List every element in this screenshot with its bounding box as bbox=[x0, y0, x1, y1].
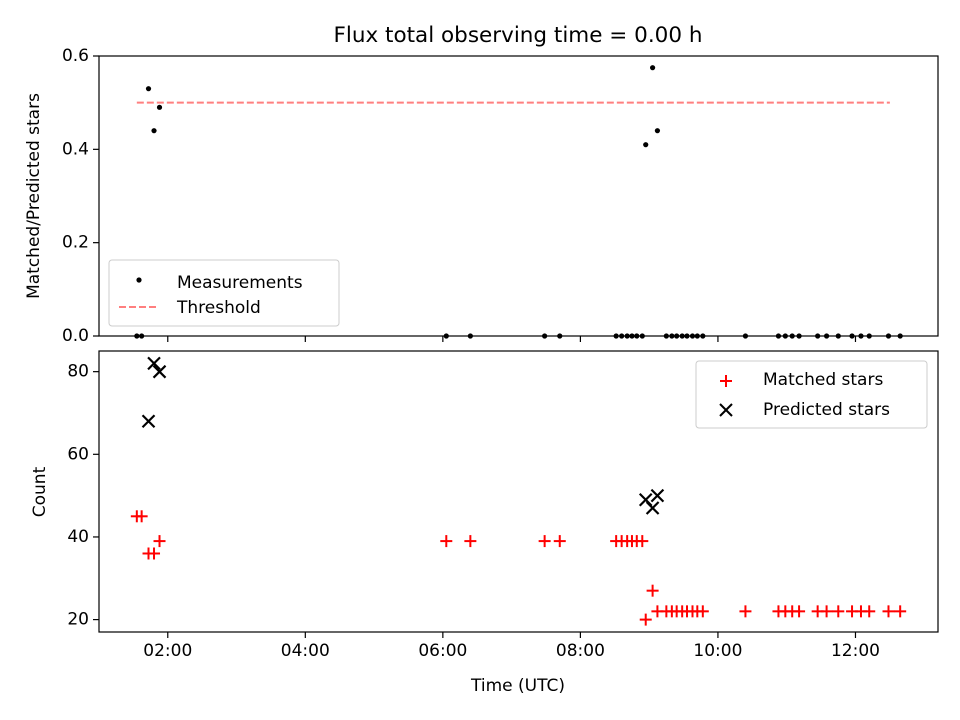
matched-star-point bbox=[636, 535, 649, 548]
top-y-tick-label: 0.4 bbox=[62, 139, 89, 159]
predicted-star-d2 bbox=[638, 492, 653, 507]
predicted-star-point bbox=[141, 414, 156, 429]
predicted-star-d2 bbox=[141, 414, 156, 429]
matched-star-point bbox=[153, 535, 166, 548]
matched-star-point bbox=[639, 613, 652, 626]
matched-star-point bbox=[646, 584, 659, 597]
legend-matched-marker bbox=[720, 375, 732, 387]
bottom-y-tick-label: 80 bbox=[67, 362, 89, 382]
predicted-star-point bbox=[650, 488, 665, 503]
matched-star-point bbox=[553, 535, 566, 548]
top-y-tick-label: 0.0 bbox=[62, 326, 89, 346]
bottom-x-tick-label: 12:00 bbox=[831, 641, 880, 661]
top-y-tick-label: 0.2 bbox=[62, 233, 89, 253]
measurement-point bbox=[643, 142, 649, 148]
legend-predicted-marker bbox=[719, 403, 733, 417]
top-legend: Measurements Threshold bbox=[108, 259, 340, 327]
bottom-legend-box bbox=[695, 360, 928, 429]
top-legend-box bbox=[108, 259, 340, 327]
legend-measurements-label: Measurements bbox=[177, 273, 303, 293]
predicted-star-d2 bbox=[645, 501, 660, 515]
legend-matched-label: Matched stars bbox=[763, 370, 883, 390]
predicted-star-point bbox=[152, 364, 167, 379]
predicted-star-d2 bbox=[650, 488, 665, 503]
matched-star-point bbox=[464, 535, 477, 548]
bottom-x-tick-label: 08:00 bbox=[556, 641, 605, 661]
top-x-axis bbox=[167, 336, 857, 342]
top-y-tick-label: 0.6 bbox=[62, 46, 89, 66]
matched-star-point bbox=[440, 535, 453, 548]
matched-star-point bbox=[882, 605, 895, 618]
legend-threshold-label: Threshold bbox=[176, 298, 261, 318]
matched-star-point bbox=[820, 605, 833, 618]
bottom-x-tick-label: 10:00 bbox=[693, 641, 742, 661]
bottom-x-tick-label: 06:00 bbox=[418, 641, 467, 661]
bottom-xlabel: Time (UTC) bbox=[470, 676, 565, 696]
matched-star-point bbox=[832, 605, 845, 618]
bottom-y-tick-label: 20 bbox=[67, 610, 89, 630]
matched-star-point bbox=[135, 510, 148, 523]
legend-measurements-marker bbox=[136, 277, 142, 283]
top-y-axis: 0.0 0.2 0.4 0.6 bbox=[62, 46, 99, 346]
bottom-y-tick-label: 40 bbox=[67, 527, 89, 547]
matched-star-point bbox=[793, 605, 806, 618]
bottom-y-axis: 20 40 60 80 bbox=[67, 362, 99, 630]
matched-star-point bbox=[863, 605, 876, 618]
bottom-x-tick-label: 04:00 bbox=[281, 641, 330, 661]
matched-star-point bbox=[148, 547, 161, 560]
top-axes-frame bbox=[98, 55, 939, 337]
bottom-ylabel: Count bbox=[30, 466, 50, 517]
matched-star-point bbox=[538, 535, 551, 548]
bottom-x-axis: 02:00 04:00 06:00 08:00 10:00 12:00 bbox=[143, 632, 880, 661]
bottom-axes-frame bbox=[98, 350, 939, 633]
measurement-point bbox=[156, 104, 163, 110]
measurement-point bbox=[650, 65, 656, 71]
bottom-plot-area bbox=[130, 356, 907, 626]
predicted-star-d2 bbox=[147, 356, 161, 371]
measurement-point bbox=[151, 128, 157, 134]
bottom-legend: Matched stars Predicted stars bbox=[695, 360, 928, 429]
matched-star-point bbox=[696, 605, 709, 618]
bottom-x-tick-label: 02:00 bbox=[143, 641, 192, 661]
measurement-point bbox=[654, 128, 661, 134]
legend-predicted-label: Predicted stars bbox=[763, 400, 890, 420]
top-title: Flux total observing time = 0.00 h bbox=[334, 23, 703, 48]
matched-star-point bbox=[739, 605, 752, 618]
measurement-point bbox=[145, 86, 152, 92]
predicted-star-d2 bbox=[152, 364, 167, 379]
predicted-star-point bbox=[147, 356, 161, 371]
bottom-y-tick-label: 60 bbox=[67, 444, 89, 464]
matched-star-point bbox=[894, 605, 907, 618]
predicted-star-point bbox=[645, 501, 660, 515]
top-ylabel: Matched/Predicted stars bbox=[24, 93, 44, 299]
